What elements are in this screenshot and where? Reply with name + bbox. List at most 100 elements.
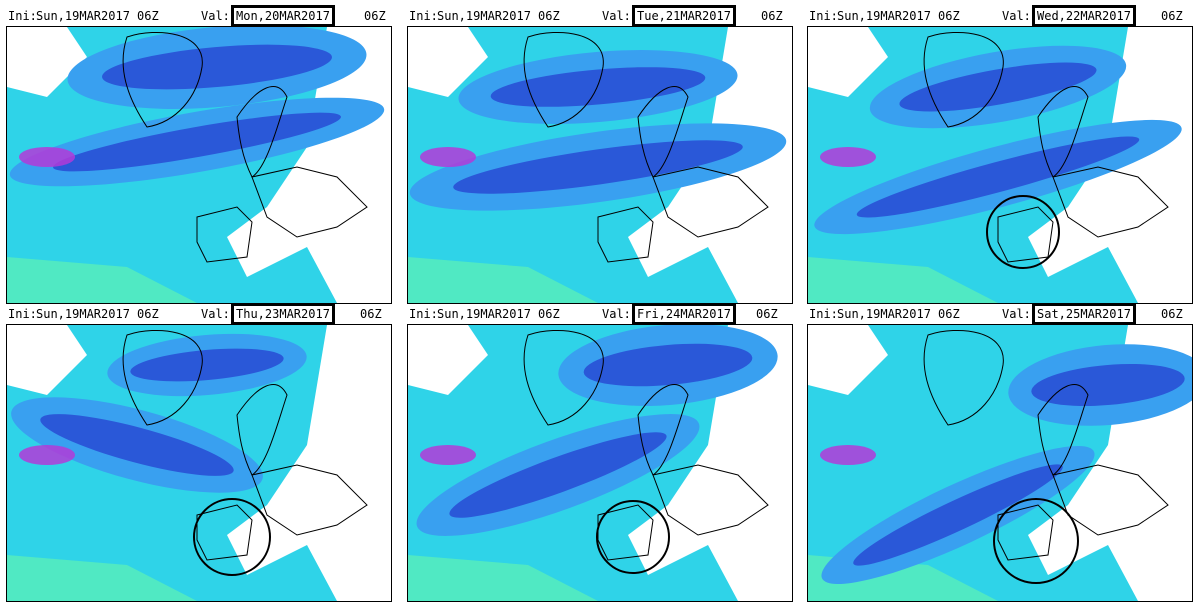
panel-header: Ini: Sun,19MAR2017 06Z Val: Fri,24MAR201…	[403, 302, 792, 325]
coastline	[1037, 86, 1089, 178]
forecast-panel-5: Ini: Sun,19MAR2017 06Z Val: Fri,24MAR201…	[403, 302, 793, 602]
heavy-precip	[820, 445, 876, 465]
coastline	[652, 166, 769, 238]
highlight-circle	[193, 498, 271, 576]
precip-field	[7, 555, 197, 601]
ini-hour: 06Z	[938, 307, 960, 321]
precip-band	[490, 67, 706, 107]
precip-band	[853, 464, 1063, 566]
precipitation-map	[807, 324, 1193, 602]
ini-label: Ini:	[8, 307, 37, 321]
heavy-precip	[19, 147, 75, 167]
precip-band	[53, 112, 341, 172]
val-label: Val:	[602, 307, 631, 321]
coastline	[196, 206, 253, 263]
forecast-panel-1: Ini: Sun,19MAR2017 06Z Val: Mon,20MAR201…	[2, 4, 392, 304]
no-precip-area	[808, 27, 888, 97]
coastline	[997, 504, 1054, 561]
highlight-circle	[993, 498, 1079, 584]
val-label: Val:	[602, 9, 631, 23]
no-precip-area	[808, 325, 888, 395]
no-precip-area	[408, 27, 488, 97]
highlight-circle	[986, 195, 1060, 269]
ini-label: Ini:	[409, 307, 438, 321]
ini-label: Ini:	[8, 9, 37, 23]
coastline	[236, 384, 288, 476]
valid-date-box: Thu,23MAR2017	[231, 303, 335, 325]
ini-date: Sun,19MAR2017	[437, 9, 531, 23]
precip-band	[856, 136, 1140, 218]
forecast-panel-2: Ini: Sun,19MAR2017 06Z Val: Tue,21MAR201…	[403, 4, 793, 304]
val-label: Val:	[1002, 9, 1031, 23]
valid-date-box: Tue,21MAR2017	[632, 5, 736, 27]
panel-header: Ini: Sun,19MAR2017 06Z Val: Sat,25MAR201…	[803, 302, 1192, 325]
precipitation-map	[407, 26, 793, 304]
val-label: Val:	[201, 9, 230, 23]
precip-band	[40, 414, 234, 476]
val-label: Val:	[201, 307, 230, 321]
coastline	[1052, 464, 1169, 536]
no-precip-area	[227, 325, 391, 601]
val-hour: 06Z	[360, 307, 382, 321]
val-label: Val:	[1002, 307, 1031, 321]
coastline	[196, 504, 253, 561]
coastline	[923, 329, 1004, 426]
ini-date: Sun,19MAR2017	[837, 9, 931, 23]
ini-date: Sun,19MAR2017	[36, 307, 130, 321]
coastline	[122, 31, 203, 128]
precip-field	[408, 555, 598, 601]
ini-date: Sun,19MAR2017	[437, 307, 531, 321]
coastline	[597, 206, 654, 263]
ini-hour: 06Z	[137, 307, 159, 321]
coastline	[923, 31, 1004, 128]
coastline	[1052, 166, 1169, 238]
heavy-precip	[420, 445, 476, 465]
val-hour: 06Z	[756, 307, 778, 321]
valid-date-box: Sat,25MAR2017	[1032, 303, 1136, 325]
heavy-precip	[820, 147, 876, 167]
precip-band	[583, 343, 753, 387]
coastline	[251, 464, 368, 536]
precip-band	[1031, 363, 1185, 407]
coastline	[652, 464, 769, 536]
precip-band	[449, 432, 667, 518]
precip-field	[408, 257, 598, 303]
no-precip-area	[408, 325, 488, 395]
no-precip-area	[227, 27, 391, 303]
coastline	[523, 31, 604, 128]
highlight-circle	[596, 500, 670, 574]
precipitation-map	[407, 324, 793, 602]
coastline	[523, 329, 604, 426]
ini-date: Sun,19MAR2017	[837, 307, 931, 321]
coastline	[1037, 384, 1089, 476]
precip-band	[453, 140, 743, 194]
coastline	[637, 384, 689, 476]
precip-field	[808, 257, 998, 303]
valid-date-box: Wed,22MAR2017	[1032, 5, 1136, 27]
precipitation-map	[807, 26, 1193, 304]
coastline	[236, 86, 288, 178]
forecast-panel-3: Ini: Sun,19MAR2017 06Z Val: Wed,22MAR201…	[803, 4, 1193, 304]
ini-hour: 06Z	[538, 307, 560, 321]
panel-header: Ini: Sun,19MAR2017 06Z Val: Mon,20MAR201…	[2, 4, 391, 27]
val-hour: 06Z	[364, 9, 386, 23]
precip-band	[899, 62, 1097, 112]
coastline	[637, 86, 689, 178]
precipitation-map	[6, 26, 392, 304]
precip-field	[7, 257, 197, 303]
coastline	[251, 166, 368, 238]
no-precip-area	[7, 27, 87, 97]
val-hour: 06Z	[1161, 307, 1183, 321]
ini-label: Ini:	[409, 9, 438, 23]
val-hour: 06Z	[1161, 9, 1183, 23]
precip-band	[130, 348, 284, 382]
val-hour: 06Z	[761, 9, 783, 23]
panel-header: Ini: Sun,19MAR2017 06Z Val: Thu,23MAR201…	[2, 302, 391, 325]
forecast-panel-6: Ini: Sun,19MAR2017 06Z Val: Sat,25MAR201…	[803, 302, 1193, 602]
panel-header: Ini: Sun,19MAR2017 06Z Val: Tue,21MAR201…	[403, 4, 792, 27]
no-precip-area	[7, 325, 87, 395]
ini-date: Sun,19MAR2017	[36, 9, 130, 23]
heavy-precip	[19, 445, 75, 465]
ini-label: Ini:	[809, 9, 838, 23]
ini-label: Ini:	[809, 307, 838, 321]
